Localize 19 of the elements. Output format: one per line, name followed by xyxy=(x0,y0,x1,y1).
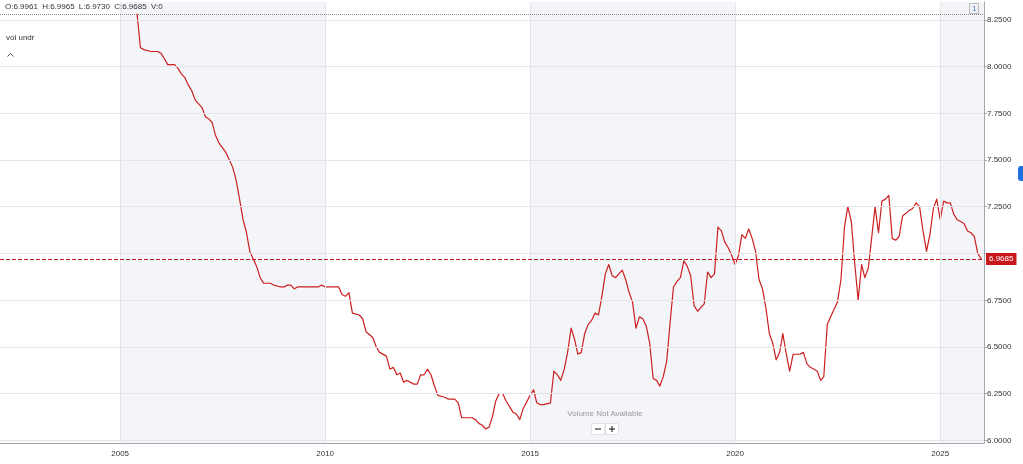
y-tick-label: 7.5000 xyxy=(987,155,1013,165)
annotation: Volume Not Available xyxy=(566,409,644,418)
annotation: 1 xyxy=(969,3,980,14)
y-tick-label: 6.7500 xyxy=(987,295,1013,305)
y-tick-label: 6.5000 xyxy=(987,342,1013,352)
y-tick-label: 7.2500 xyxy=(987,202,1013,212)
x-tick-label: 2010 xyxy=(316,448,335,458)
annotation: O:6.9961 H:6.9965 L:6.9730 C:6.9685 V:0 xyxy=(5,2,163,11)
ref-line-label: 6.9685 xyxy=(989,254,1015,264)
x-tick-label: 2005 xyxy=(111,448,130,458)
y-tick-label: 7.7500 xyxy=(987,108,1013,118)
y-tick-label: 6.0000 xyxy=(987,435,1013,445)
annotation: vol undr xyxy=(6,33,35,42)
y-tick-label: 8.2500 xyxy=(987,15,1013,25)
y-tick-label: 8.0000 xyxy=(987,61,1013,71)
y-tick-label: 6.2500 xyxy=(987,388,1013,398)
x-tick-label: 2025 xyxy=(931,448,950,458)
x-tick-label: 2020 xyxy=(726,448,745,458)
x-tick-label: 2015 xyxy=(521,448,540,458)
